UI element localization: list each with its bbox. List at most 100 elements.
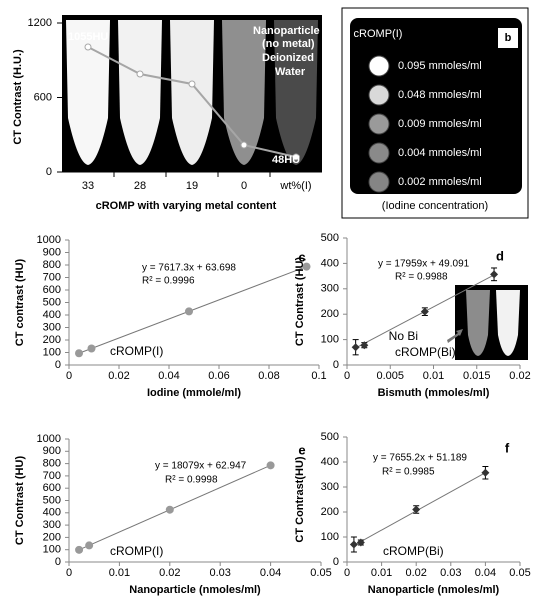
- x-tick-label: 0.04: [475, 567, 496, 579]
- y-tick-label: 200: [43, 334, 61, 346]
- data-point: [360, 341, 369, 350]
- concentration-label: 0.004 mmoles/ml: [398, 147, 482, 159]
- series-label: cROMP(I): [110, 344, 163, 358]
- arrow: [447, 329, 463, 343]
- y-tick-label: 0: [333, 556, 339, 568]
- data-point: [188, 80, 196, 88]
- fit-r2: R² = 0.9996: [142, 276, 195, 287]
- y-axis-label: CT Contrast(HU): [294, 456, 306, 542]
- panel-b-caption: (Iodine concentration): [382, 200, 488, 212]
- x-tick-label: 0.05: [509, 567, 530, 579]
- tube: [66, 20, 110, 165]
- series-label: cROMP(I): [110, 544, 163, 558]
- x-tick-label: 0: [66, 567, 72, 579]
- data-point: [75, 349, 83, 358]
- data-point: [185, 307, 193, 316]
- data-point: [87, 344, 96, 353]
- y-tick-label: 100: [321, 531, 339, 543]
- sample-dot: [368, 113, 390, 135]
- x-axis-label: Iodine (mmole/ml): [147, 387, 241, 399]
- series-label: cROMP(Bi): [383, 544, 444, 558]
- series-label: cROMP(Bi): [395, 345, 456, 359]
- y-tick-label: 300: [321, 481, 339, 493]
- tube: [222, 20, 266, 165]
- y-axis-label: CT Contrast (HU): [14, 456, 26, 546]
- data-point: [136, 70, 144, 78]
- y-tick-label: 900: [43, 445, 61, 457]
- tube: [496, 290, 520, 356]
- y-tick-label: 600: [34, 91, 52, 103]
- panel-letter: f: [505, 440, 510, 455]
- y-tick-label: 200: [43, 531, 61, 543]
- y-tick-label: 300: [321, 283, 339, 295]
- y-tick-label: 800: [43, 458, 61, 470]
- concentration-label: 0.009 mmoles/ml: [398, 118, 482, 130]
- x-axis-label: Bismuth (mmoles/ml): [378, 387, 490, 399]
- y-tick-label: 400: [43, 309, 61, 321]
- y-tick-label: 400: [321, 456, 339, 468]
- y-tick-label: 500: [43, 296, 61, 308]
- y-tick-label: 700: [43, 271, 61, 283]
- data-point: [240, 141, 248, 149]
- panel-letter: b: [505, 32, 512, 44]
- y-tick-label: 0: [46, 166, 52, 178]
- y-tick-label: 300: [43, 519, 61, 531]
- y-tick-label: 700: [43, 470, 61, 482]
- x-tick-label: 0: [241, 180, 247, 192]
- data-point: [302, 262, 311, 271]
- fit-r2: R² = 0.9998: [165, 475, 218, 486]
- x-tick-label: 0.1: [311, 370, 326, 382]
- x-tick-label: 0: [66, 370, 72, 382]
- x-axis-label: Nanoparticle (nmoles/ml): [129, 584, 261, 596]
- x-tick-label: 0.04: [260, 567, 281, 579]
- annotation: 48HU: [272, 154, 300, 166]
- x-tick-label: 0.01: [371, 567, 392, 579]
- x-tick-label: 0.005: [376, 370, 404, 382]
- y-tick-label: 400: [43, 507, 61, 519]
- y-tick-label: 100: [43, 346, 61, 358]
- y-tick-label: 1000: [37, 234, 61, 246]
- tube: [274, 20, 318, 165]
- sample-dot: [368, 84, 390, 106]
- panel-b-title: cROMP(I): [354, 28, 403, 40]
- x-tick-label: 0.06: [208, 370, 229, 382]
- concentration-label: 0.095 mmoles/ml: [398, 60, 482, 72]
- x-tick-label: 0.02: [509, 370, 530, 382]
- concentration-label: 0.048 mmoles/ml: [398, 89, 482, 101]
- x-tick-label: 0.01: [423, 370, 444, 382]
- y-tick-label: 200: [321, 308, 339, 320]
- annotation: No Bi: [389, 329, 418, 343]
- y-tick-label: 200: [321, 506, 339, 518]
- x-axis-label: Nanoparticle (nmoles/ml): [368, 584, 500, 596]
- x-tick-label: 0.01: [109, 567, 130, 579]
- annotation: Deionized: [262, 52, 314, 64]
- y-axis-label: CT Contrast (HU): [294, 257, 306, 347]
- fit-equation: y = 7617.3x + 63.698: [142, 263, 236, 274]
- fit-equation: y = 7655.2x + 51.189: [373, 453, 467, 464]
- y-tick-label: 400: [321, 257, 339, 269]
- y-tick-label: 100: [43, 544, 61, 556]
- panel-letter: d: [496, 248, 504, 263]
- y-tick-label: 800: [43, 259, 61, 271]
- tube: [170, 20, 214, 165]
- x-tick-label: 0.03: [440, 567, 461, 579]
- y-tick-label: 100: [321, 334, 339, 346]
- y-tick-label: 500: [321, 431, 339, 443]
- x-tick-label: 19: [186, 180, 198, 192]
- y-axis-label: CT Contrast (H.U.): [12, 49, 24, 145]
- data-point: [292, 153, 300, 161]
- y-tick-label: 1000: [37, 433, 61, 445]
- letter-bg: [498, 28, 518, 48]
- data-point: [490, 270, 499, 279]
- data-point: [420, 307, 429, 316]
- x-tick-label: 0.02: [159, 567, 180, 579]
- y-axis-label: CT contrast (HU): [14, 258, 26, 346]
- x-tick-label: 0.02: [108, 370, 129, 382]
- data-point: [85, 541, 94, 550]
- sample-dot: [368, 55, 390, 77]
- y-tick-label: 600: [43, 284, 61, 296]
- x-tick-label: 33: [82, 180, 94, 192]
- panel-letter: e: [298, 442, 305, 457]
- y-tick-label: 500: [43, 494, 61, 506]
- fit-r2: R² = 0.9985: [382, 467, 435, 478]
